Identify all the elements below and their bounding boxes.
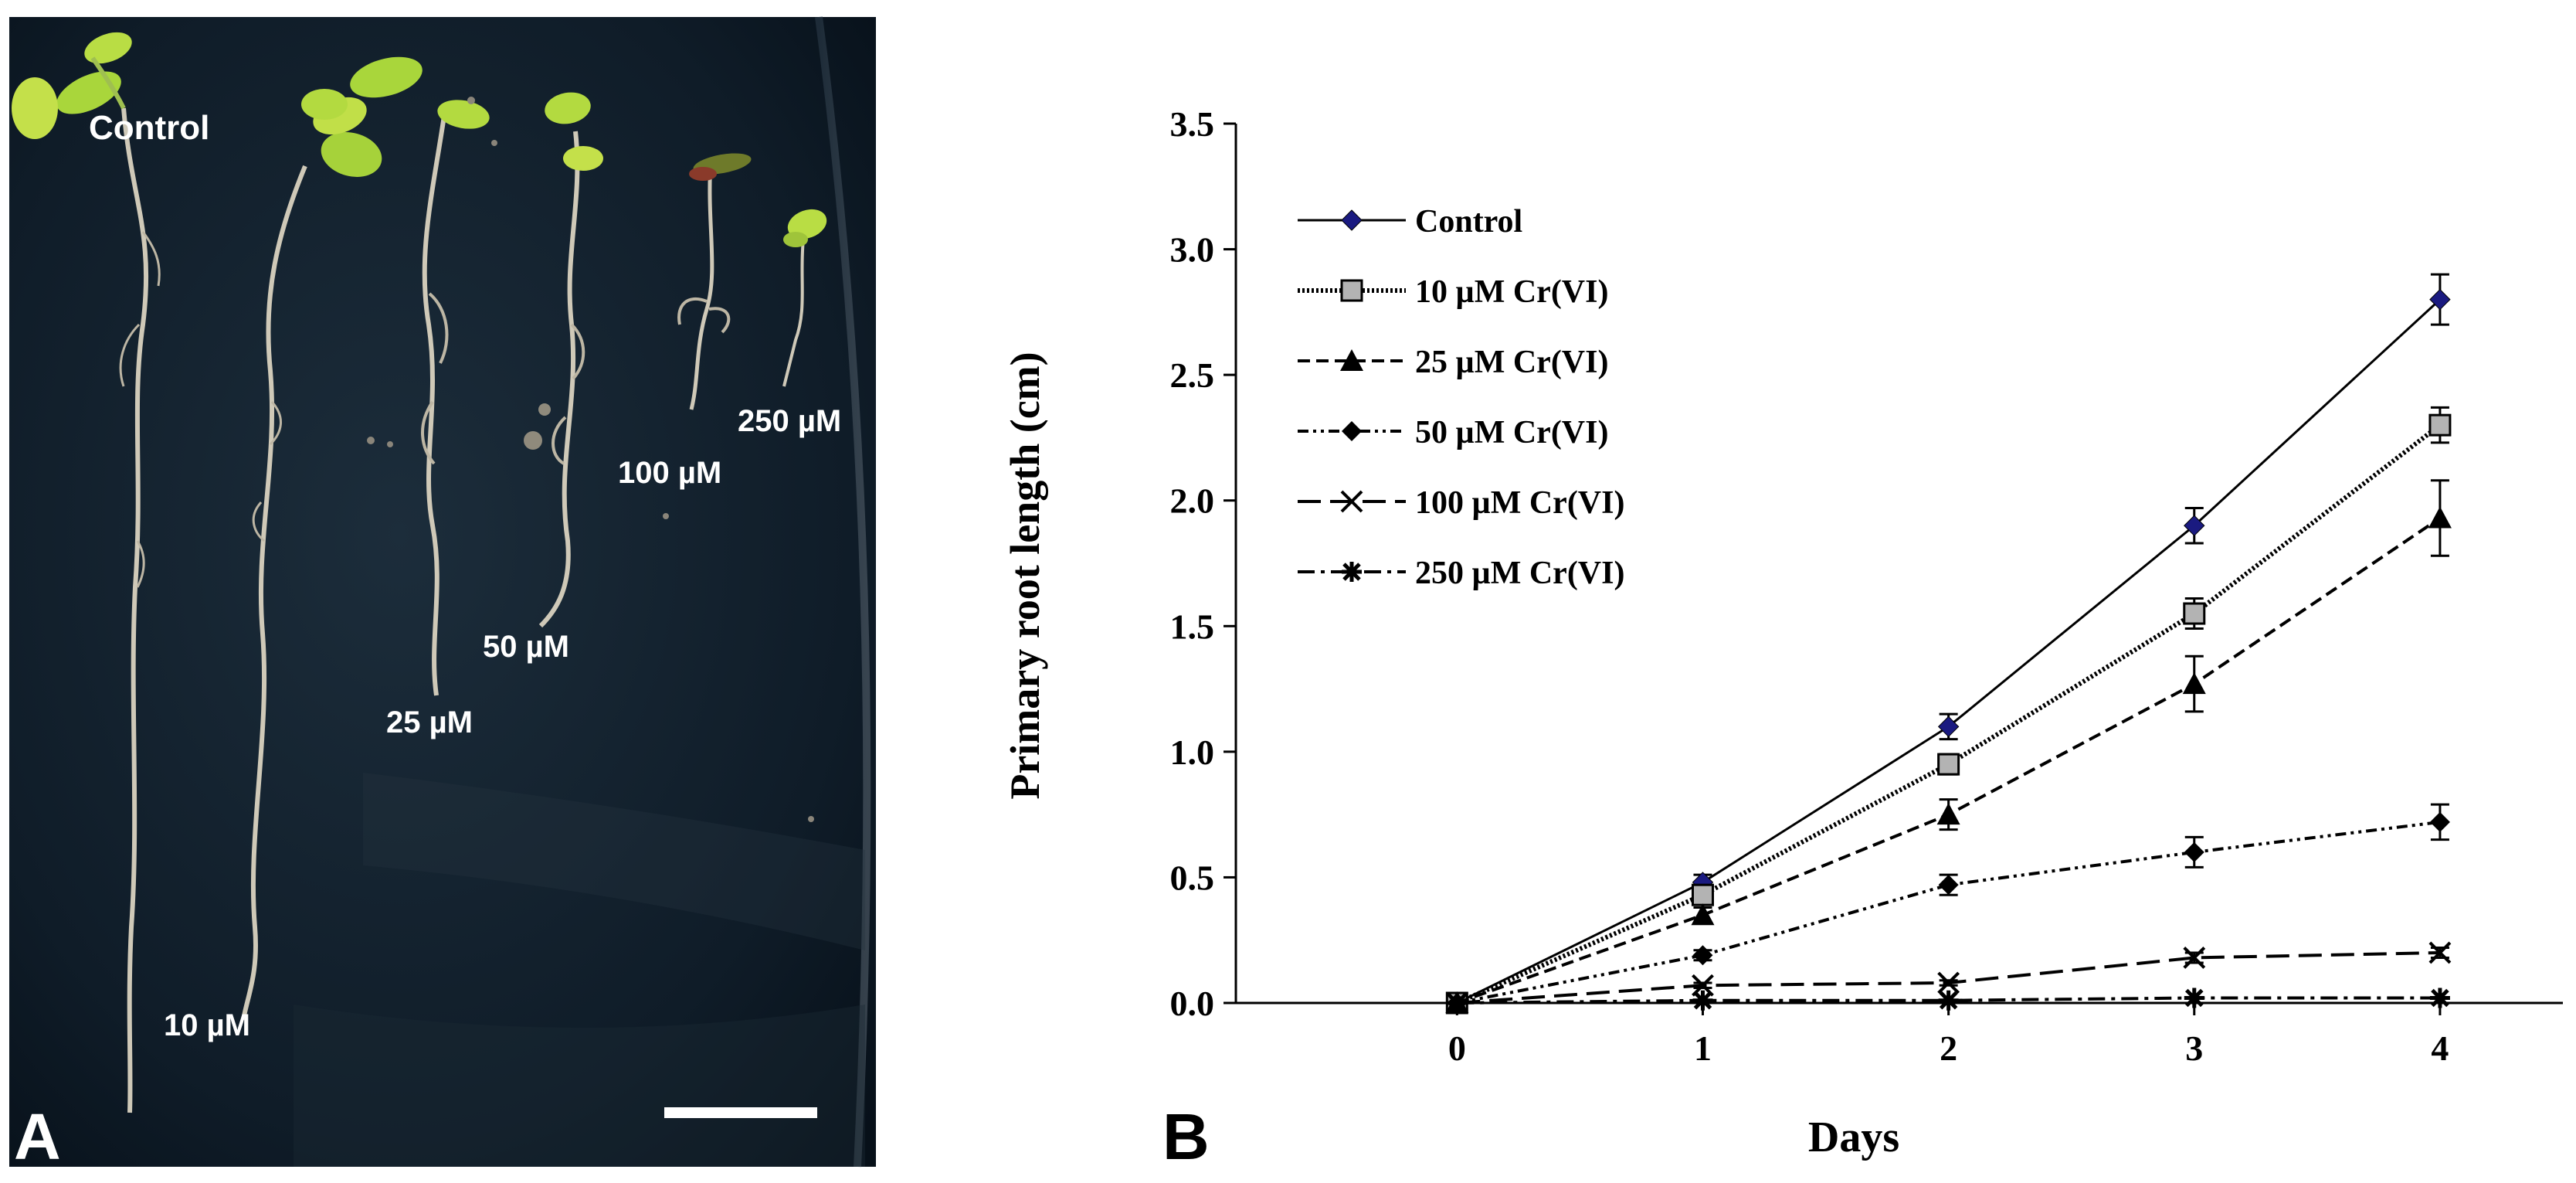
data-point	[2183, 947, 2206, 969]
x-axis-label: Days	[1808, 1113, 1899, 1161]
data-point	[1937, 971, 1960, 994]
y-tick-label: 3.0	[1170, 230, 1215, 270]
legend-label: 250 µM Cr(VI)	[1415, 556, 1624, 591]
legend-marker	[1340, 349, 1363, 371]
legend-label: 50 µM Cr(VI)	[1415, 415, 1608, 450]
data-point	[1938, 990, 1959, 1011]
plate-rim	[815, 16, 871, 1168]
seedling-25uM	[350, 56, 490, 696]
legend-label: 25 µM Cr(VI)	[1415, 345, 1608, 380]
legend-item: Control	[1298, 204, 1522, 240]
label-25uM: 25 µM	[386, 705, 473, 739]
data-point	[2428, 506, 2452, 529]
seedling-10uM	[241, 89, 382, 1021]
panel-label-b: B	[1162, 1100, 1210, 1173]
y-axis-ticks: 0.0 0.5 1.0 1.5 2.0 2.5 3.0 3.5	[1170, 104, 1236, 1023]
series-0	[1446, 273, 2451, 1014]
data-point	[1936, 803, 1960, 825]
y-tick-label: 2.5	[1170, 355, 1215, 395]
data-point	[1692, 990, 1713, 1011]
series-line	[1456, 820, 2441, 1005]
x-tick-label: 2	[1940, 1028, 1957, 1068]
legend-marker	[1340, 279, 1363, 302]
seedling-50uM	[524, 92, 603, 628]
legend-label: Control	[1415, 204, 1522, 240]
legend-marker	[1341, 209, 1363, 231]
scale-bar	[664, 1107, 817, 1118]
seedling-250uM	[782, 209, 827, 387]
legend-marker	[1342, 562, 1362, 582]
legend-item: 25 µM Cr(VI)	[1298, 345, 1608, 380]
legend-item: 50 µM Cr(VI)	[1298, 415, 1608, 450]
panel-label-a: A	[14, 1100, 61, 1173]
legend: Control 10 µM Cr(VI) 25 µM Cr(VI) 50 µM Cr(…	[1298, 204, 1624, 591]
y-axis-label: Primary root length (cm)	[1002, 352, 1048, 799]
data-point	[1691, 903, 1715, 926]
x-tick-label: 3	[2185, 1028, 2203, 1068]
legend-item: 100 µM Cr(VI)	[1298, 485, 1624, 521]
label-50uM: 50 µM	[483, 630, 569, 664]
series-5	[1447, 988, 2450, 1013]
data-point	[2183, 602, 2206, 625]
agar-debris	[367, 97, 814, 822]
data-point	[1692, 945, 1713, 966]
data-point	[2428, 413, 2452, 437]
line-chart: 0.0 0.5 1.0 1.5 2.0 2.5 3.0 3.5 0 1 2 3 4 Control 10…	[1002, 104, 2563, 1173]
data-point	[2184, 841, 2204, 862]
panel-a-photo: Control 10 µM 25 µM 50 µM 100 µM 250 µM …	[9, 16, 876, 1173]
seedling-control	[12, 32, 161, 1113]
y-tick-label: 0.0	[1170, 984, 1215, 1023]
data-point	[1691, 883, 1714, 906]
data-point	[1447, 993, 1468, 1013]
agar-plate	[9, 17, 876, 1167]
label-100uM: 100 µM	[618, 456, 721, 490]
x-tick-label: 1	[1694, 1028, 1712, 1068]
data-point	[1938, 875, 1959, 896]
legend-marker	[1340, 490, 1363, 513]
agar-haze	[363, 773, 865, 950]
legend-label: 100 µM Cr(VI)	[1415, 485, 1624, 521]
data-point	[1937, 753, 1960, 776]
y-tick-label: 1.5	[1170, 607, 1215, 646]
y-tick-label: 2.0	[1170, 481, 1215, 521]
x-tick-label: 0	[1448, 1028, 1466, 1068]
data-point	[2184, 988, 2204, 1008]
seedling-100uM	[677, 153, 752, 410]
data-point	[2184, 515, 2205, 536]
y-tick-label: 0.5	[1170, 858, 1215, 897]
data-point	[2429, 811, 2450, 832]
legend-label: 10 µM Cr(VI)	[1415, 274, 1608, 310]
data-point	[2182, 672, 2206, 695]
series-line	[1456, 423, 2442, 1005]
x-axis-ticks: 0 1 2 3 4	[1448, 1003, 2449, 1068]
legend-item: 250 µM Cr(VI)	[1298, 556, 1624, 591]
legend-item: 10 µM Cr(VI)	[1298, 274, 1608, 310]
series-line	[1456, 298, 2441, 1005]
data-point	[2429, 288, 2451, 311]
data-point	[2428, 941, 2452, 964]
data-point	[1937, 716, 1960, 738]
y-tick-label: 1.0	[1170, 733, 1215, 772]
x-tick-label: 4	[2431, 1028, 2449, 1068]
legend-marker	[1342, 421, 1362, 441]
y-tick-label: 3.5	[1170, 104, 1215, 144]
agar-haze-bottom	[294, 1005, 865, 1167]
series-layer	[1445, 273, 2452, 1015]
label-10uM: 10 µM	[164, 1008, 250, 1042]
data-point	[2429, 988, 2450, 1008]
label-control: Control	[89, 109, 209, 147]
label-250uM: 250 µM	[738, 404, 841, 438]
